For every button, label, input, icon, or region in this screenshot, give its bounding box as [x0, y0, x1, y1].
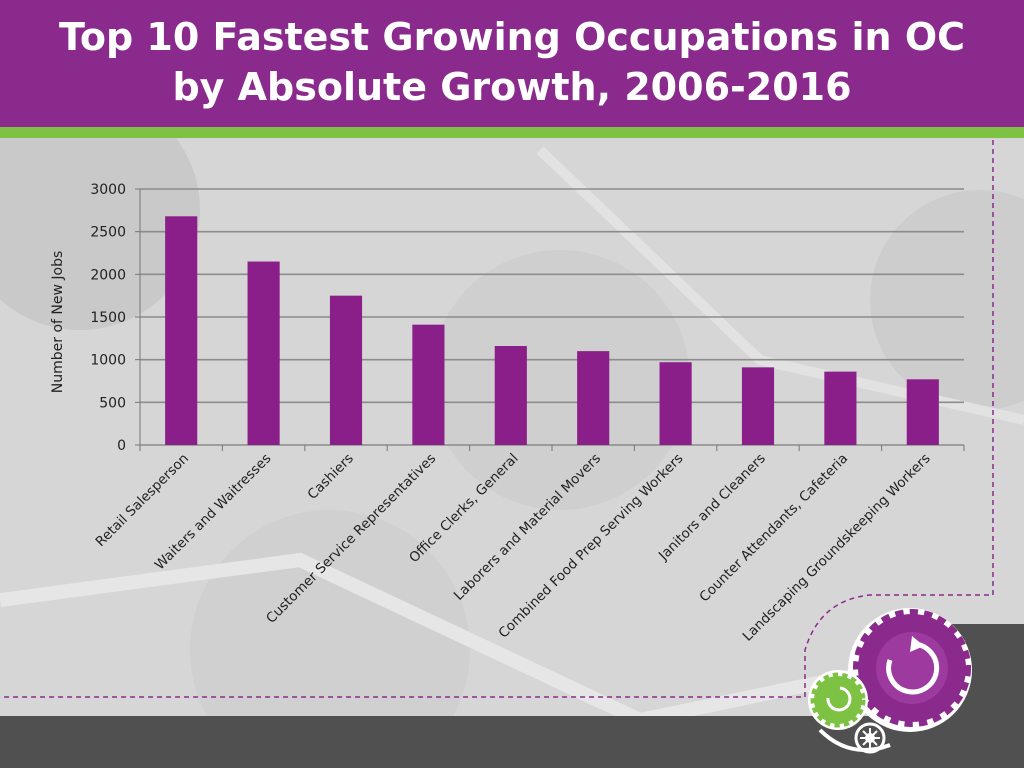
purple-gear-icon — [848, 608, 972, 732]
bar — [906, 379, 939, 445]
green-gear-icon — [808, 670, 868, 730]
bar — [659, 362, 692, 445]
bar — [412, 324, 445, 445]
bar — [165, 216, 198, 445]
x-tick-label: Cashiers — [305, 451, 357, 503]
small-gear-icon — [854, 722, 886, 754]
bar — [247, 261, 280, 445]
title-bar — [0, 0, 1024, 127]
green-stripe — [0, 127, 1024, 138]
bars — [165, 216, 939, 445]
y-tick-label: 2500 — [90, 225, 126, 241]
y-tick-labels: 0 500 1000 1500 2000 2500 3000 — [90, 182, 126, 454]
x-tick-label: Retail Salesperson — [93, 451, 192, 550]
slide-title: Top 10 Fastest Growing Occupations in OC… — [0, 12, 1024, 112]
y-axis-label: Number of New Jobs — [50, 251, 66, 394]
x-tick-label: Counter Attendants, Cafeteria — [696, 451, 851, 606]
y-tick-label: 1500 — [90, 310, 126, 326]
y-tick-label: 500 — [99, 395, 126, 411]
bar — [577, 351, 610, 445]
title-line-2: by Absolute Growth, 2006-2016 — [172, 65, 852, 109]
y-tick-label: 3000 — [90, 182, 126, 198]
x-tick-label: Laborers and Material Movers — [451, 451, 604, 604]
curved-arrow-icon — [818, 728, 891, 752]
bar — [741, 367, 775, 445]
bar — [494, 346, 527, 445]
bar — [329, 295, 363, 445]
title-line-1: Top 10 Fastest Growing Occupations in OC — [58, 15, 966, 59]
bar — [824, 371, 857, 445]
y-tick-label: 1000 — [90, 353, 126, 369]
x-tick-label: Combined Food Prep Serving Workers — [495, 451, 686, 642]
x-tick-label: Landscaping Groundskeeping Workers — [740, 451, 934, 645]
y-tick-label: 0 — [117, 438, 126, 454]
y-tick-label: 2000 — [90, 267, 126, 283]
x-tick-label: Customer Service Representatives — [263, 451, 439, 627]
